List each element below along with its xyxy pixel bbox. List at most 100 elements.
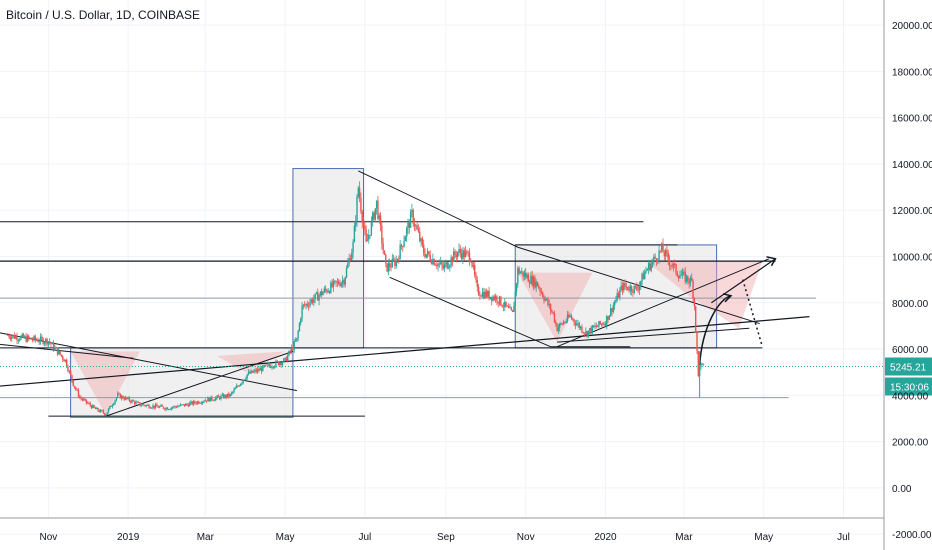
candle-body xyxy=(504,301,506,307)
candle-body xyxy=(432,259,434,264)
candle-body xyxy=(585,331,587,334)
candle-body xyxy=(619,289,621,298)
candle-body xyxy=(233,389,235,392)
candle-body xyxy=(357,187,360,197)
candle-body xyxy=(524,273,527,278)
x-tick-label: 2020 xyxy=(594,532,617,543)
x-tick-label: 2019 xyxy=(117,532,140,543)
candle-body xyxy=(205,400,208,402)
candle-body xyxy=(377,200,379,219)
candle-body xyxy=(430,260,433,264)
candle-body xyxy=(339,284,341,287)
candle-body xyxy=(564,322,566,324)
candle-body xyxy=(158,406,161,408)
candle-body xyxy=(365,229,367,242)
candle-body xyxy=(25,336,27,342)
candle-body xyxy=(526,274,528,278)
candle-body xyxy=(696,331,698,351)
candle-body xyxy=(211,396,213,400)
candle-body xyxy=(181,404,183,406)
candle-body xyxy=(611,308,613,313)
candle-body xyxy=(332,280,335,287)
candle-body xyxy=(327,291,329,293)
candle-body xyxy=(680,274,683,276)
candle-body xyxy=(109,406,111,409)
candle-body xyxy=(475,274,477,280)
candle-body xyxy=(268,364,271,366)
candle-body xyxy=(633,285,635,293)
candle-body xyxy=(645,270,647,273)
candle-body xyxy=(97,407,99,411)
candle-body xyxy=(456,252,459,257)
candle-body xyxy=(498,296,501,304)
candle-body xyxy=(41,336,43,339)
candle-body xyxy=(63,359,65,362)
candle-body xyxy=(179,404,182,406)
candle-body xyxy=(464,251,467,258)
candle-body xyxy=(273,366,276,368)
candle-body xyxy=(190,401,192,404)
candle-body xyxy=(22,334,25,338)
candle-body xyxy=(115,397,118,401)
candle-body xyxy=(473,265,476,275)
candle-body xyxy=(157,406,159,408)
candle-body xyxy=(510,307,513,311)
candle-body xyxy=(672,263,675,267)
candle-body xyxy=(65,359,68,367)
candle-body xyxy=(85,399,88,403)
candle-body xyxy=(222,394,225,399)
candle-body xyxy=(511,310,514,312)
candle-body xyxy=(144,405,146,407)
cup-zone-2 xyxy=(217,351,286,373)
candle-body xyxy=(279,362,281,366)
candle-body xyxy=(371,212,374,221)
candle-body xyxy=(71,374,73,381)
candle-body xyxy=(314,293,316,300)
candle-body xyxy=(8,335,10,338)
candle-body xyxy=(241,382,243,384)
candle-body xyxy=(201,401,204,404)
candle-body xyxy=(20,336,22,340)
candle-body xyxy=(114,400,116,404)
candle-body xyxy=(547,298,549,305)
candle-body xyxy=(589,328,591,331)
y-tick-label: 6000.00 xyxy=(892,345,929,356)
candle-body xyxy=(548,303,550,305)
current-price-badge xyxy=(885,357,932,376)
candle-body xyxy=(637,289,639,291)
x-tick-label: May xyxy=(754,532,773,543)
candle-body xyxy=(701,363,703,365)
candle-body xyxy=(260,368,263,372)
candle-body xyxy=(566,314,569,322)
candle-body xyxy=(305,303,307,306)
candle-body xyxy=(531,275,533,286)
candle-body xyxy=(484,291,486,299)
cup-zone-4 xyxy=(646,261,763,329)
candle-body xyxy=(697,350,700,376)
candle-body xyxy=(48,341,51,343)
y-tick-label: 0.00 xyxy=(892,484,912,495)
candle-body xyxy=(369,234,371,236)
candle-body xyxy=(541,292,544,297)
candle-body xyxy=(141,404,144,406)
candle-body xyxy=(199,403,201,404)
candle-body xyxy=(449,265,451,268)
candle-body xyxy=(683,271,685,273)
candle-body xyxy=(204,400,207,402)
candle-body xyxy=(165,407,167,410)
candle-body xyxy=(133,401,136,404)
candle-body xyxy=(364,225,366,230)
candle-body xyxy=(466,251,468,253)
candle-body xyxy=(218,396,221,399)
candle-body xyxy=(549,303,552,311)
candle-body xyxy=(275,361,277,367)
candle-body xyxy=(68,370,71,372)
candle-body xyxy=(28,335,30,339)
candle-body xyxy=(409,212,412,228)
candle-body xyxy=(196,401,199,404)
candle-body xyxy=(649,263,651,271)
candle-body xyxy=(209,396,212,402)
candle-body xyxy=(16,336,18,341)
candle-body xyxy=(488,290,490,299)
